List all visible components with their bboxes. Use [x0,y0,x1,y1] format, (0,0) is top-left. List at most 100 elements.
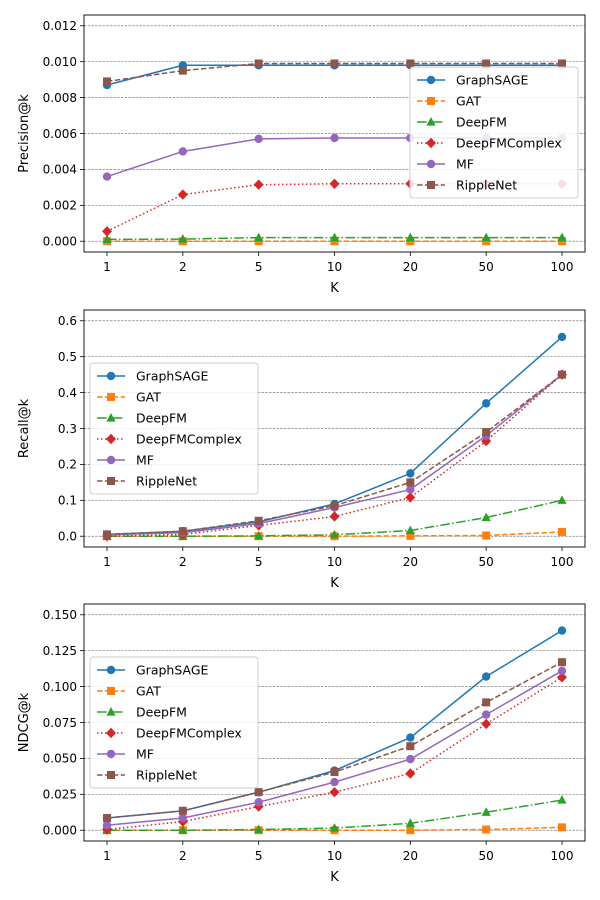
legend-marker [426,137,436,149]
x-tick-label: 100 [551,555,574,569]
data-point [329,232,340,242]
data-point [557,232,567,242]
data-point [330,59,339,68]
data-point [557,795,567,804]
x-tick-label: 20 [403,555,418,569]
legend-label: RippleNet [136,768,197,783]
legend-box [89,362,259,495]
data-point [406,469,415,478]
legend-label: DeepFM [456,115,507,130]
legend-marker [426,75,436,85]
y-tick-label: 0.5 [58,350,77,364]
chart-panel-3: 0.000 0.025 0.050 0.075 0.100 0.125 0.150 1 2 5 10… [17,603,586,885]
data-point [406,59,415,68]
y-axis-title: Precision@k [17,94,32,173]
y-tick-label: 0.2 [58,458,77,472]
data-point [482,428,491,437]
legend-label: RippleNet [456,178,517,193]
x-axis-title: K [330,576,339,591]
data-point [102,172,112,181]
y-tick-label: 0.100 [43,680,77,694]
legend-label: MF [456,157,474,172]
y-tick-label: 0.0 [58,530,77,544]
legend-marker [426,117,436,126]
x-tick-label: 2 [179,849,187,863]
x-tick-label: 1 [103,555,111,569]
legend-marker [107,771,115,779]
legend-label: GraphSAGE [136,369,209,384]
series-ripplenet [103,59,566,86]
data-point [329,178,340,189]
data-point [558,823,566,832]
legend-marker [426,159,436,169]
legend-label: RippleNet [136,474,197,489]
legend-label: GAT [136,684,161,699]
legend: GraphSAGE GAT DeepFM DeepFMComplex MF RippleN… [89,656,259,789]
data-point [405,818,415,827]
x-tick-label: 5 [255,555,263,569]
legend: GraphSAGE GAT DeepFM DeepFMComplex MF RippleN… [409,66,579,199]
data-point [558,59,566,68]
data-point [178,825,188,834]
legend-label: MF [136,747,154,762]
data-point [102,821,112,830]
data-point [253,801,264,812]
y-tick-label: 0.000 [43,235,77,249]
chart-panel-1: 0.000 0.002 0.004 0.006 0.008 0.010 0.012 1 2 5 10… [17,14,586,296]
chart-panel-2: 0.0 0.1 0.2 0.3 0.4 0.5 0.6 1 2 5 10 20 50 100 K Recall… [17,309,586,591]
legend-label: GAT [136,390,161,405]
x-axis-title: K [330,281,339,296]
y-axis-title: Recall@k [17,398,32,458]
y-tick-label: 0.3 [58,422,77,436]
data-point [329,511,340,522]
y-tick-label: 0.1 [58,494,77,508]
x-tick-label: 20 [403,849,418,863]
data-point [557,495,567,504]
data-point [177,189,188,200]
data-point [102,226,112,237]
legend-label: DeepFMComplex [456,136,562,151]
legend-label: DeepFM [136,411,187,426]
x-tick-label: 10 [327,555,342,569]
series-mf [102,666,567,830]
y-tick-label: 0.4 [58,386,77,400]
legend-box [89,656,259,789]
data-point [178,66,187,75]
y-tick-label: 0.004 [43,163,77,177]
x-tick-label: 20 [403,260,418,274]
data-point [254,134,263,144]
data-point [481,718,492,730]
data-point [406,485,415,494]
data-point [405,492,416,503]
x-tick-label: 50 [479,849,494,863]
data-point [482,698,491,707]
data-point [329,529,340,539]
y-tick-label: 0.006 [43,127,77,141]
y-tick-label: 0.012 [43,19,77,33]
x-tick-label: 100 [551,849,574,863]
data-point [178,813,188,823]
data-point [406,733,415,742]
data-point [102,234,112,244]
legend-label: DeepFMComplex [136,726,242,741]
data-point [558,527,566,536]
axes-frame [83,603,586,842]
data-point [405,768,416,779]
data-point [254,788,263,797]
x-tick-label: 2 [179,555,187,569]
y-tick-label: 0.000 [43,824,77,838]
data-point [253,179,264,190]
data-point [103,814,111,823]
legend-box [409,66,579,199]
legend-marker [106,455,116,465]
data-point [330,501,339,510]
data-point [558,370,566,379]
data-point [254,516,263,525]
data-point [178,147,188,156]
series-deepfm [102,232,567,244]
data-point [406,826,415,835]
x-tick-label: 2 [179,260,187,274]
data-point [406,531,415,540]
data-point [482,531,491,540]
